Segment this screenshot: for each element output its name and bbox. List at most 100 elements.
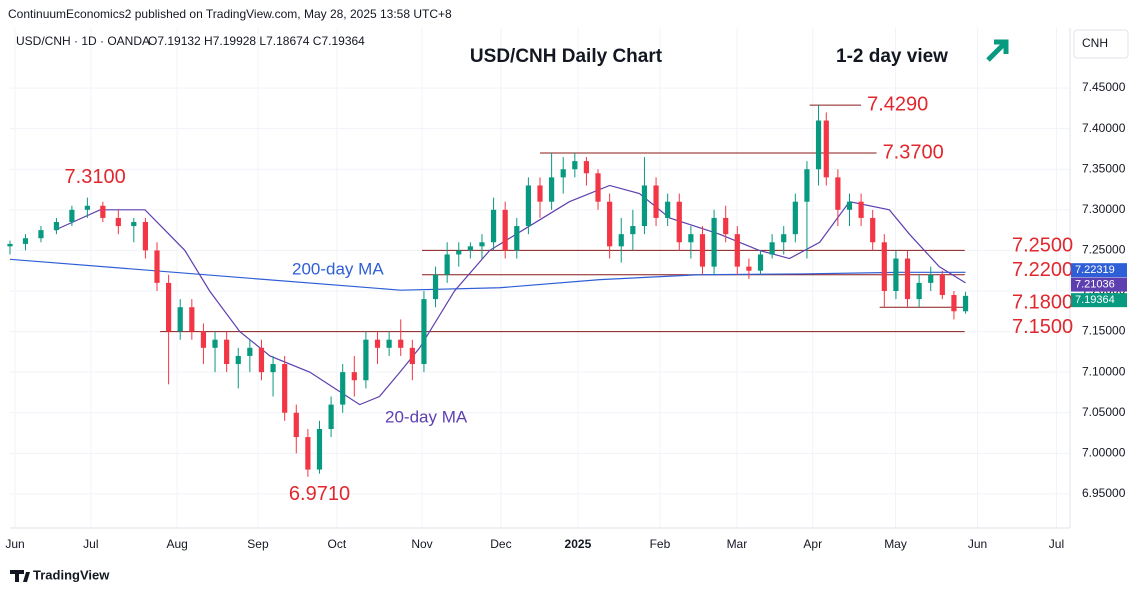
candle-body — [398, 339, 404, 348]
x-tick-label: Jul — [1049, 537, 1064, 551]
footer-brand: TradingView — [33, 567, 110, 582]
candle-body — [939, 274, 945, 296]
candle-body — [351, 372, 357, 381]
candle-body — [815, 120, 822, 170]
candle-body — [69, 209, 75, 222]
candle-body — [456, 250, 462, 255]
level-label: 7.2500 — [1012, 235, 1073, 257]
candle-body — [340, 372, 346, 405]
candle-body — [115, 217, 121, 227]
level-label: 7.4290 — [867, 93, 928, 115]
y-tick-label: 7.45000 — [1082, 80, 1126, 94]
x-tick-label: Dec — [490, 537, 511, 551]
chart-title: USD/CNH Daily Chart — [470, 46, 663, 67]
candle-body — [7, 243, 13, 247]
candle-body — [154, 250, 160, 283]
candle-body — [734, 234, 740, 267]
up-arrow — [986, 39, 1009, 62]
y-tick-label: 7.10000 — [1082, 364, 1126, 378]
y-tick-label: 6.95000 — [1082, 486, 1126, 500]
candle-body — [502, 209, 508, 251]
candle-body — [235, 355, 241, 365]
candle-body — [723, 217, 729, 235]
x-tick-label: Jul — [83, 537, 98, 551]
candle-body — [131, 221, 137, 227]
candle-body — [711, 217, 717, 267]
candle-body — [560, 169, 566, 178]
candle-body — [870, 217, 876, 243]
candle-body — [270, 364, 276, 373]
candle-body — [525, 185, 531, 227]
candle-body — [835, 177, 841, 210]
price-tag — [1071, 293, 1127, 308]
candle-body — [595, 173, 601, 202]
candle-body — [432, 274, 439, 300]
candle-body — [746, 266, 752, 271]
candle-body — [804, 169, 810, 202]
candle-body — [846, 201, 853, 210]
x-tick-label: Apr — [803, 537, 822, 551]
candle-body — [641, 185, 648, 227]
y-tick-label: 7.25000 — [1082, 243, 1126, 257]
ma200-label: 200-day MA — [292, 259, 384, 278]
candle-body — [904, 258, 911, 300]
candle-body — [293, 412, 299, 438]
candle-body — [212, 339, 218, 348]
x-tick-label: Aug — [166, 537, 187, 551]
x-tick-label: Nov — [411, 537, 432, 551]
candle-body — [100, 205, 106, 218]
level-label: 7.1500 — [1012, 316, 1073, 338]
candle-body — [142, 221, 149, 251]
candle-body — [84, 205, 90, 210]
candle-body — [444, 254, 450, 275]
candle-body — [258, 347, 265, 373]
candle-body — [363, 339, 369, 381]
y-tick-label: 7.35000 — [1082, 161, 1126, 175]
candle-body — [607, 201, 613, 247]
candle-body — [893, 258, 899, 291]
x-tick-label: 2025 — [565, 537, 592, 551]
x-tick-label: Sep — [247, 537, 269, 551]
x-tick-label: Jun — [5, 537, 24, 551]
x-tick-label: Feb — [650, 537, 671, 551]
candle-body — [757, 254, 764, 271]
price-tag-label: 7.19364 — [1075, 294, 1115, 306]
candle-body — [328, 404, 334, 429]
candle-body — [177, 307, 183, 332]
candle-body — [490, 209, 497, 243]
candle-body — [421, 299, 427, 365]
candle-body — [688, 234, 694, 243]
candle-body — [53, 221, 60, 231]
candle-body — [305, 437, 311, 470]
price-tag-label: 7.21036 — [1075, 278, 1115, 290]
candle-body — [247, 347, 253, 356]
candle-body — [792, 201, 798, 235]
candle-body — [409, 347, 415, 365]
candle-body — [781, 234, 787, 243]
candle-body — [699, 234, 706, 267]
level-label: 7.2200 — [1012, 259, 1073, 281]
y-tick-label: 7.40000 — [1082, 121, 1126, 135]
price-annotation: 6.9710 — [289, 483, 350, 505]
y-tick-label: 7.00000 — [1082, 445, 1126, 459]
candle-body — [665, 201, 671, 218]
price-tag — [1071, 277, 1127, 292]
price-tag — [1071, 263, 1127, 278]
x-tick-label: Oct — [328, 537, 347, 551]
candle-body — [618, 234, 624, 247]
candle-body — [572, 161, 578, 170]
candle-body — [316, 428, 323, 470]
y-tick-label: 7.30000 — [1082, 202, 1126, 216]
candle-body — [224, 339, 230, 365]
x-tick-label: Mar — [727, 537, 748, 551]
symbol: USD/CNH · 1D · OANDA — [16, 34, 150, 48]
candle-body — [583, 161, 590, 174]
currency-box[interactable] — [1073, 29, 1129, 59]
candle-body — [653, 185, 659, 218]
candle-body — [962, 295, 969, 312]
candle-body — [166, 282, 172, 332]
candle-body — [38, 230, 44, 239]
level-label: 7.1800 — [1012, 292, 1073, 314]
y-tick-label: 7.15000 — [1082, 324, 1126, 338]
